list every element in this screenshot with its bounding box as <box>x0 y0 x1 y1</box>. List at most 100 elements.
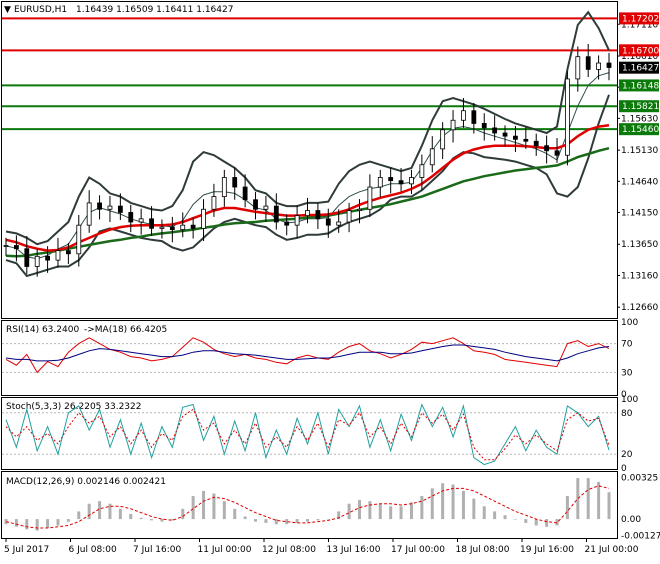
candle-body-55 <box>576 57 580 79</box>
macd-bar-30 <box>316 519 319 520</box>
time-tick-label: 18 Jul 08:00 <box>456 545 510 555</box>
macd-bar-6 <box>67 519 70 522</box>
price-tick-label: 1.15130 <box>621 146 658 156</box>
price-tick-label: 1.13650 <box>621 240 658 250</box>
macd-bar-14 <box>150 519 153 520</box>
time-tick-label: 17 Jul 00:00 <box>391 545 445 555</box>
price-tick-label: 1.15630 <box>621 114 658 124</box>
macd-bar-28 <box>296 519 299 523</box>
time-tick-label: 5 Jul 2017 <box>4 545 49 555</box>
macd-bar-46 <box>483 506 486 519</box>
candle-body-22 <box>233 177 237 187</box>
level-tag-4: 1.15460 <box>619 123 659 135</box>
time-tick-label: 7 Jul 16:00 <box>133 545 182 555</box>
macd-bar-40 <box>420 496 423 519</box>
macd-bar-15 <box>160 519 163 522</box>
macd-bar-44 <box>462 491 465 519</box>
candle-body-54 <box>565 79 569 155</box>
current-price-label: 1.16427 <box>622 64 659 74</box>
time-tick-label: 19 Jul 16:00 <box>520 545 574 555</box>
rsi-axis-label: 100 <box>621 318 638 328</box>
macd-bar-45 <box>472 499 475 519</box>
macd-bar-48 <box>504 515 507 519</box>
candle-body-41 <box>430 149 434 165</box>
level-tag-label: 1.15460 <box>622 125 659 135</box>
macd-bar-29 <box>306 519 309 522</box>
candle-body-31 <box>326 219 330 225</box>
macd-bar-12 <box>129 514 132 519</box>
rsi-axis-label: 30 <box>621 368 633 378</box>
macd-bar-3 <box>36 519 39 531</box>
candle-body-0 <box>4 246 8 247</box>
macd-bar-2 <box>25 519 28 529</box>
candle-body-44 <box>461 111 465 121</box>
level-tag-2: 1.16148 <box>619 79 659 91</box>
price-tick-label: 1.13160 <box>621 271 658 281</box>
candle-body-42 <box>441 130 445 149</box>
candle-body-39 <box>409 177 413 183</box>
macd-bar-31 <box>327 519 330 520</box>
macd-bar-56 <box>587 478 590 519</box>
current-price-tag: 1.16427 <box>619 62 659 74</box>
macd-axis-label: 0.00 <box>621 515 641 525</box>
price-tick-label: 1.14640 <box>621 177 658 187</box>
macd-bar-43 <box>452 485 455 520</box>
candle-body-51 <box>534 141 538 145</box>
time-tick-label: 21 Jul 00:00 <box>585 545 639 555</box>
candle-body-1 <box>14 246 18 249</box>
candle-body-6 <box>66 251 70 254</box>
candle-body-17 <box>181 225 185 229</box>
symbol-label: EURUSD,H1 <box>14 5 67 15</box>
candle-body-8 <box>87 203 91 225</box>
macd-bar-19 <box>202 491 205 519</box>
macd-bar-22 <box>233 509 236 519</box>
macd-bar-38 <box>400 506 403 519</box>
candle-body-7 <box>77 225 81 254</box>
candle-body-38 <box>399 181 403 184</box>
candle-body-15 <box>160 227 164 228</box>
level-tag-label: 1.15821 <box>622 102 659 112</box>
time-tick-label: 6 Jul 08:00 <box>69 545 118 555</box>
time-tick-label: 12 Jul 08:00 <box>262 545 316 555</box>
candle-body-16 <box>170 227 174 230</box>
candle-body-47 <box>493 128 497 133</box>
level-tag-label: 1.16700 <box>622 46 659 56</box>
macd-bar-34 <box>358 500 361 519</box>
candle-body-26 <box>274 206 278 222</box>
macd-bar-24 <box>254 519 257 522</box>
rsi-title: RSI(14) 63.2400 <box>6 325 79 335</box>
level-tag-label: 1.17202 <box>622 14 659 24</box>
macd-bar-25 <box>264 519 267 523</box>
candle-body-9 <box>98 203 102 209</box>
level-tag-1: 1.16700 <box>619 44 659 56</box>
candle-body-40 <box>420 165 424 178</box>
candle-body-35 <box>368 187 372 209</box>
price-tick-label: 1.12660 <box>621 303 658 313</box>
rsi-axis-label: 70 <box>621 340 633 350</box>
macd-bar-58 <box>608 492 611 519</box>
macd-bar-55 <box>576 478 579 519</box>
macd-bar-11 <box>119 509 122 519</box>
candle-body-33 <box>347 211 351 222</box>
candle-body-19 <box>202 209 206 228</box>
macd-bar-52 <box>545 519 548 527</box>
macd-bar-17 <box>181 509 184 519</box>
macd-bar-39 <box>410 502 413 519</box>
stoch-axis-label: 20 <box>621 450 633 460</box>
collapse-triangle-icon[interactable]: ▼ <box>4 5 11 15</box>
time-tick-label: 13 Jul 16:00 <box>327 545 381 555</box>
candle-body-58 <box>607 63 611 67</box>
candle-body-27 <box>285 222 289 225</box>
candle-body-53 <box>555 151 559 155</box>
candle-body-43 <box>451 120 455 130</box>
candle-body-23 <box>243 187 247 200</box>
macd-bar-36 <box>379 504 382 519</box>
macd-bar-18 <box>192 496 195 519</box>
stoch-axis-label: 80 <box>621 409 633 419</box>
macd-bar-13 <box>140 518 143 519</box>
candle-body-29 <box>306 211 310 216</box>
candle-body-45 <box>472 111 476 124</box>
candle-body-21 <box>222 177 226 196</box>
